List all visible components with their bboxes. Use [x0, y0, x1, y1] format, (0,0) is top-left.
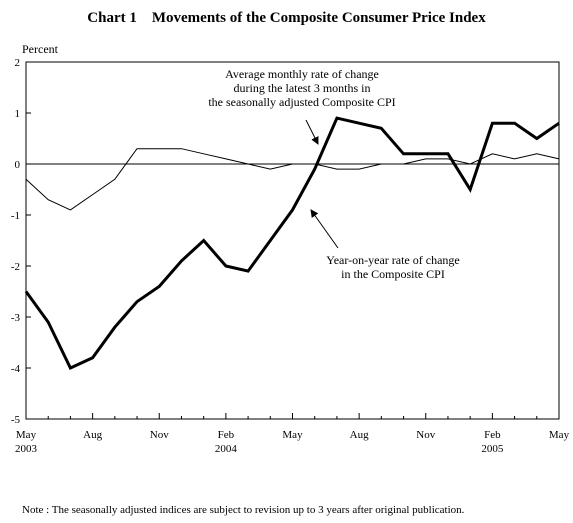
y-tick-label: -1 [11, 210, 20, 222]
x-tick-label: Feb [484, 429, 501, 441]
x-tick-label: May [549, 429, 570, 441]
annotation-arrow [310, 209, 339, 249]
series-line-average-monthly-change [24, 116, 560, 370]
x-tick-label: Aug [350, 429, 369, 441]
y-tick-label: -2 [11, 261, 20, 273]
x-tick-label: May [16, 429, 37, 441]
y-tick-label: 0 [15, 159, 21, 171]
series-line-year-on-year-change [25, 148, 560, 211]
y-axis: 2 1 0 -1 -2 -3 -4 -5 [11, 57, 31, 426]
x-tick-label: Aug [83, 429, 102, 441]
series-label-year-on-year-change: Year-on-year rate of change in the Compos… [326, 253, 459, 281]
y-tick-label: -5 [11, 414, 21, 426]
y-tick-label: 1 [15, 108, 21, 120]
x-tick-year-label: 2003 [15, 443, 38, 455]
y-tick-label: -4 [11, 363, 21, 375]
y-tick-label: 2 [15, 57, 21, 69]
x-tick-label: Nov [416, 429, 435, 441]
chart-title: Chart 1 Movements of the Composite Consu… [87, 10, 486, 26]
x-tick-label: May [282, 429, 303, 441]
series-layer [24, 116, 560, 370]
plot-frame [25, 61, 560, 420]
x-tick-year-label: 2005 [481, 443, 504, 455]
x-axis: May 2003 Aug Nov Feb 2004 May Aug Nov Feb 2005 May [15, 413, 570, 455]
y-tick-label: -3 [11, 312, 21, 324]
annotation-arrow [305, 119, 319, 145]
x-tick-label: Nov [150, 429, 169, 441]
series-label-average-monthly-change: Average monthly rate of change during the… [208, 67, 395, 109]
y-axis-label: Percent [22, 42, 59, 56]
x-tick-year-label: 2004 [215, 443, 238, 455]
x-tick-label: Feb [218, 429, 235, 441]
annotations: Average monthly rate of change during the… [208, 67, 459, 281]
footnote: Note : The seasonally adjusted indices a… [22, 504, 465, 516]
